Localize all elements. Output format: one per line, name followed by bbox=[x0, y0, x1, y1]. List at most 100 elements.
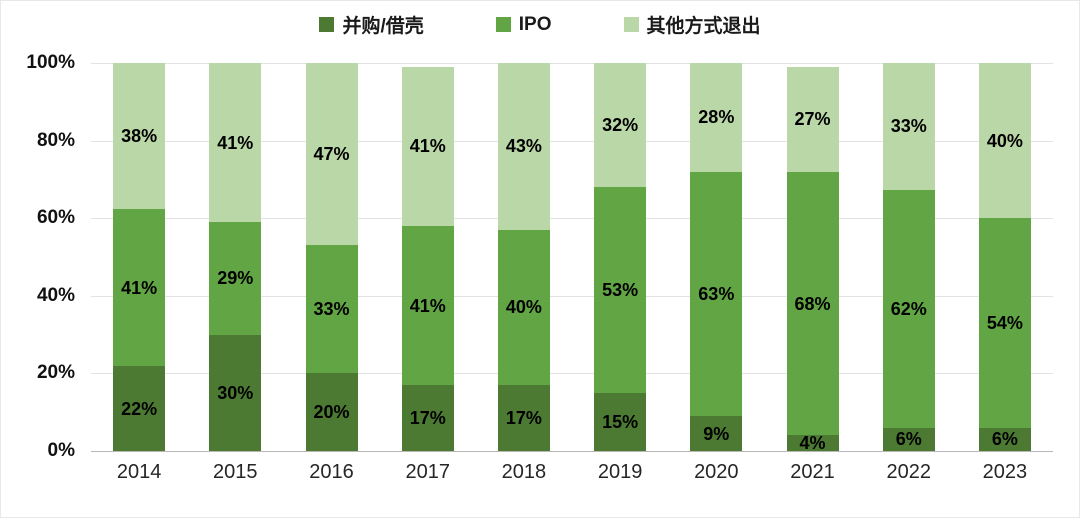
bar-segment: 17% bbox=[497, 385, 550, 451]
gridline bbox=[91, 295, 1053, 297]
bar-segment: 6% bbox=[978, 427, 1031, 451]
bar-segment: 43% bbox=[497, 63, 550, 230]
stacked-bar: 41% 29% 30% bbox=[209, 63, 262, 451]
bar-segment: 15% bbox=[594, 392, 647, 451]
bar-segment: 33% bbox=[882, 63, 935, 190]
y-tick-label: 0% bbox=[47, 440, 75, 461]
bar-segment: 28% bbox=[690, 63, 743, 172]
bar-column: 43% 40% 17% bbox=[476, 63, 572, 451]
bar-segment: 53% bbox=[594, 187, 647, 393]
y-tick-label: 100% bbox=[26, 52, 75, 73]
bar-segment-label: 33% bbox=[313, 299, 350, 320]
bar-segment: 17% bbox=[401, 385, 454, 451]
bar-segment-label: 30% bbox=[217, 382, 254, 403]
bar-column: 41% 29% 30% bbox=[187, 63, 283, 451]
bar-segment-label: 6% bbox=[991, 429, 1018, 450]
stacked-bar: 41% 41% 17% bbox=[401, 63, 454, 451]
bar-segment-label: 68% bbox=[794, 293, 831, 314]
legend-swatch-icon bbox=[623, 17, 639, 32]
stacked-bar: 28% 63% 9% bbox=[690, 63, 743, 451]
bars-container: 38% 41% 22% 41% 29% 30% 47% 33% 20% 41% 41% 17% 43% 4… bbox=[91, 63, 1053, 454]
x-tick-label: 2020 bbox=[694, 461, 739, 483]
bar-segment-label: 27% bbox=[794, 109, 831, 130]
x-tick-label: 2018 bbox=[501, 461, 547, 483]
x-tick-label: 2023 bbox=[982, 461, 1028, 483]
gridline bbox=[91, 373, 1053, 375]
bar-segment: 4% bbox=[786, 433, 839, 454]
bar-segment-label: 29% bbox=[217, 268, 254, 289]
gridline bbox=[91, 218, 1053, 220]
bar-segment-label: 63% bbox=[698, 283, 735, 304]
bar-segment-label: 40% bbox=[505, 297, 542, 318]
bar-segment-label: 4% bbox=[799, 433, 826, 454]
bar-segment: 68% bbox=[786, 171, 839, 436]
gridline bbox=[91, 63, 1053, 64]
y-tick-label: 40% bbox=[36, 284, 75, 306]
bar-segment: 29% bbox=[209, 222, 262, 335]
bar-segment: 9% bbox=[690, 416, 743, 451]
stacked-bar: 40% 54% 6% bbox=[978, 63, 1031, 451]
bar-segment-label: 40% bbox=[986, 130, 1023, 151]
bar-segment: 38% bbox=[113, 63, 166, 209]
y-tick-label: 60% bbox=[36, 207, 75, 229]
bar-segment: 62% bbox=[882, 189, 935, 428]
bar-segment: 40% bbox=[497, 229, 550, 386]
x-tick-label: 2019 bbox=[597, 461, 643, 483]
stacked-bar: 27% 68% 4% bbox=[786, 63, 839, 454]
y-tick-label: 80% bbox=[36, 129, 75, 151]
bar-segment: 20% bbox=[305, 373, 358, 451]
bar-segment: 63% bbox=[690, 171, 743, 417]
bar-segment-label: 20% bbox=[313, 402, 350, 423]
x-axis: 2014 2015 2016 2017 2018 2019 2020 2021 2022 2023 bbox=[91, 461, 1053, 484]
stacked-bar: 47% 33% 20% bbox=[305, 63, 358, 451]
stacked-bar: 32% 53% 15% bbox=[594, 63, 647, 451]
bar-segment-label: 47% bbox=[313, 144, 350, 165]
bar-segment-label: 41% bbox=[409, 136, 446, 157]
bar-column: 41% 41% 17% bbox=[380, 63, 476, 451]
bar-segment-label: 43% bbox=[505, 136, 542, 157]
bar-column: 33% 62% 6% bbox=[861, 63, 957, 451]
bar-column: 47% 33% 20% bbox=[283, 63, 379, 451]
bar-segment: 6% bbox=[882, 427, 935, 451]
bar-segment: 30% bbox=[209, 334, 262, 451]
x-tick-label: 2017 bbox=[405, 461, 450, 483]
bar-segment-label: 17% bbox=[505, 408, 542, 429]
bar-segment: 47% bbox=[305, 63, 358, 246]
x-tick-label: 2022 bbox=[886, 461, 931, 483]
stacked-bar: 43% 40% 17% bbox=[497, 63, 550, 451]
legend-label: 并购/借壳 bbox=[342, 16, 424, 37]
bar-segment: 32% bbox=[594, 63, 647, 188]
stacked-bar: 38% 41% 22% bbox=[113, 63, 166, 451]
bar-segment-label: 54% bbox=[986, 312, 1023, 333]
bar-segment: 41% bbox=[401, 66, 454, 226]
legend-item: 并购/借壳 bbox=[319, 11, 424, 38]
bar-segment: 33% bbox=[305, 245, 358, 374]
legend-label: IPO bbox=[518, 13, 552, 35]
gridline bbox=[91, 140, 1053, 142]
legend-label: 其他方式退出 bbox=[646, 16, 761, 37]
bar-segment-label: 53% bbox=[602, 280, 639, 300]
bar-segment-label: 41% bbox=[121, 277, 158, 298]
bar-column: 40% 54% 6% bbox=[957, 63, 1053, 451]
bar-column: 28% 63% 9% bbox=[668, 63, 764, 451]
bar-segment-label: 62% bbox=[890, 298, 927, 319]
bar-segment: 22% bbox=[113, 366, 166, 451]
legend-swatch-icon bbox=[495, 17, 511, 32]
bar-segment: 54% bbox=[978, 218, 1031, 428]
legend-swatch-icon bbox=[319, 17, 335, 32]
x-tick-label: 2016 bbox=[309, 461, 354, 483]
y-tick-label: 20% bbox=[36, 362, 75, 384]
bar-segment-label: 38% bbox=[121, 125, 158, 146]
bar-segment: 40% bbox=[978, 63, 1031, 219]
legend-item: 其他方式退出 bbox=[623, 11, 761, 38]
x-tick-label: 2021 bbox=[790, 461, 835, 483]
bar-segment-label: 9% bbox=[703, 423, 730, 444]
bar-segment-label: 33% bbox=[890, 116, 927, 137]
bar-segment: 41% bbox=[209, 63, 262, 223]
plot-area: 38% 41% 22% 41% 29% 30% 47% 33% 20% 41% 41% 17% 43% 4… bbox=[91, 63, 1053, 454]
bar-segment: 41% bbox=[113, 208, 166, 367]
bar-segment-label: 41% bbox=[409, 295, 446, 316]
bar-segment-label: 28% bbox=[698, 107, 735, 128]
bar-segment-label: 17% bbox=[409, 408, 446, 429]
